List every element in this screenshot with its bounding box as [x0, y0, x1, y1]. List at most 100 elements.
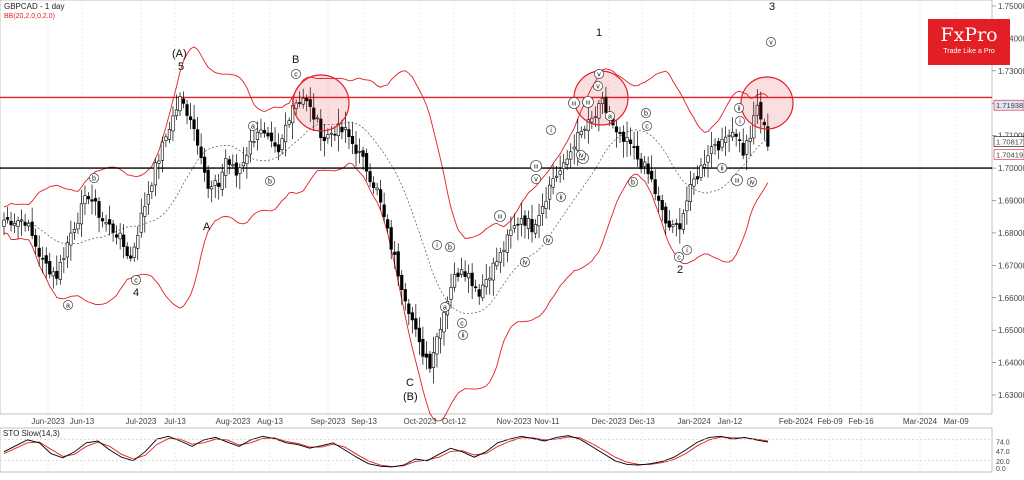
candle-body [269, 132, 274, 142]
subwave-circle [731, 174, 743, 186]
candle-body [248, 140, 253, 155]
candle-body [301, 97, 305, 105]
candle-body [734, 133, 738, 137]
candle-body [512, 225, 516, 229]
candle-body [213, 180, 217, 186]
candle-body [280, 138, 284, 150]
subwave-circle [605, 111, 615, 121]
candle-body [108, 219, 112, 225]
subwave-circle [265, 176, 275, 186]
middle-band [3, 121, 768, 314]
candle-body [203, 156, 207, 173]
candle-body [731, 131, 735, 138]
x-tick-label: Oct-12 [442, 417, 467, 426]
x-tick-label: Dec-13 [629, 417, 655, 426]
candle-body [276, 144, 281, 153]
candle-body [160, 141, 165, 161]
candle-body [628, 139, 633, 144]
candle-body [361, 150, 365, 157]
subwave-label: b [268, 179, 272, 186]
candle-body [150, 185, 154, 192]
subwave-label: ii [461, 333, 465, 340]
candle-body [759, 101, 763, 120]
candle-body [157, 160, 161, 164]
candle-body [470, 272, 474, 287]
candle-body [231, 164, 235, 167]
bollinger-bands [3, 46, 769, 422]
x-tick-label: Oct-2023 [404, 417, 437, 426]
candle-body [467, 273, 471, 279]
price-panel [0, 0, 993, 415]
candle-body [266, 132, 270, 137]
candle-body [681, 213, 685, 230]
candle-body [69, 232, 73, 246]
candle-body [505, 234, 509, 253]
candle-body [259, 129, 263, 134]
candle-body [83, 195, 87, 205]
subwave-circle [248, 121, 258, 131]
candle-body [477, 289, 481, 297]
candle-body [129, 255, 133, 259]
stoch-axis: 74.0 47.0 20.00.0 [996, 439, 1010, 473]
y-tick-label: 1.74000 [998, 34, 1024, 43]
candle-body [463, 271, 467, 277]
subwave-circle [89, 173, 99, 183]
wave-label-3: 3 [769, 1, 775, 13]
candle-body [456, 272, 460, 277]
candle-body [738, 139, 742, 141]
candle-body [51, 271, 55, 277]
candle-body [428, 353, 432, 369]
candle-body [79, 203, 84, 225]
candle-body [674, 223, 678, 225]
candle-body [400, 274, 404, 291]
candle-body [252, 141, 256, 143]
candle-body [220, 171, 224, 190]
candle-body [403, 289, 407, 302]
candle-body [118, 232, 122, 240]
subwave-circle [531, 174, 541, 184]
candle-body [597, 103, 601, 119]
stoch-title: STO Slow(14,3) [3, 429, 60, 438]
y-tick-label: 1.63000 [998, 391, 1024, 400]
candle-body [287, 120, 291, 125]
subwave-circle [682, 245, 692, 255]
price-tag-label: 1.71938 [996, 101, 1023, 110]
candle-body [192, 119, 196, 130]
subwave-label: v [596, 84, 600, 91]
subwave-label: b [644, 111, 648, 118]
candle-body [23, 222, 27, 226]
candle-body [12, 222, 17, 226]
price-tag-label: 1.70817 [996, 138, 1023, 147]
lower-band [3, 162, 769, 422]
candle-body [245, 154, 249, 165]
subwave-label: i [686, 248, 688, 255]
candle-body [723, 136, 728, 143]
x-tick-label: Sep-2023 [311, 417, 346, 426]
candle-body [558, 170, 562, 175]
candle-body [657, 195, 661, 201]
candle-body [86, 196, 91, 200]
subwave-label: iv [545, 238, 551, 245]
candle-body [238, 167, 242, 174]
price-tag-box [993, 99, 1024, 111]
candle-body [181, 98, 186, 104]
subwave-circle [576, 150, 586, 160]
candle-body [569, 151, 573, 160]
price-tag-box [993, 149, 1024, 160]
candle-body [343, 127, 348, 131]
candle-body [298, 102, 302, 104]
candle-body [431, 352, 436, 368]
highlight-circle-2 [573, 70, 629, 126]
vertical-gridlines [47, 0, 957, 472]
candle-body [481, 284, 485, 299]
candle-body [347, 129, 351, 137]
subwave-circle [494, 210, 506, 222]
candle-body [600, 97, 604, 105]
candle-body [58, 261, 62, 280]
candle-body [695, 176, 700, 180]
logo-tagline: Trade Like a Pro [943, 48, 995, 55]
subwave-label: b [92, 176, 96, 183]
x-tick-label: Feb-2024 [779, 417, 814, 426]
subwave-circle [593, 81, 603, 91]
